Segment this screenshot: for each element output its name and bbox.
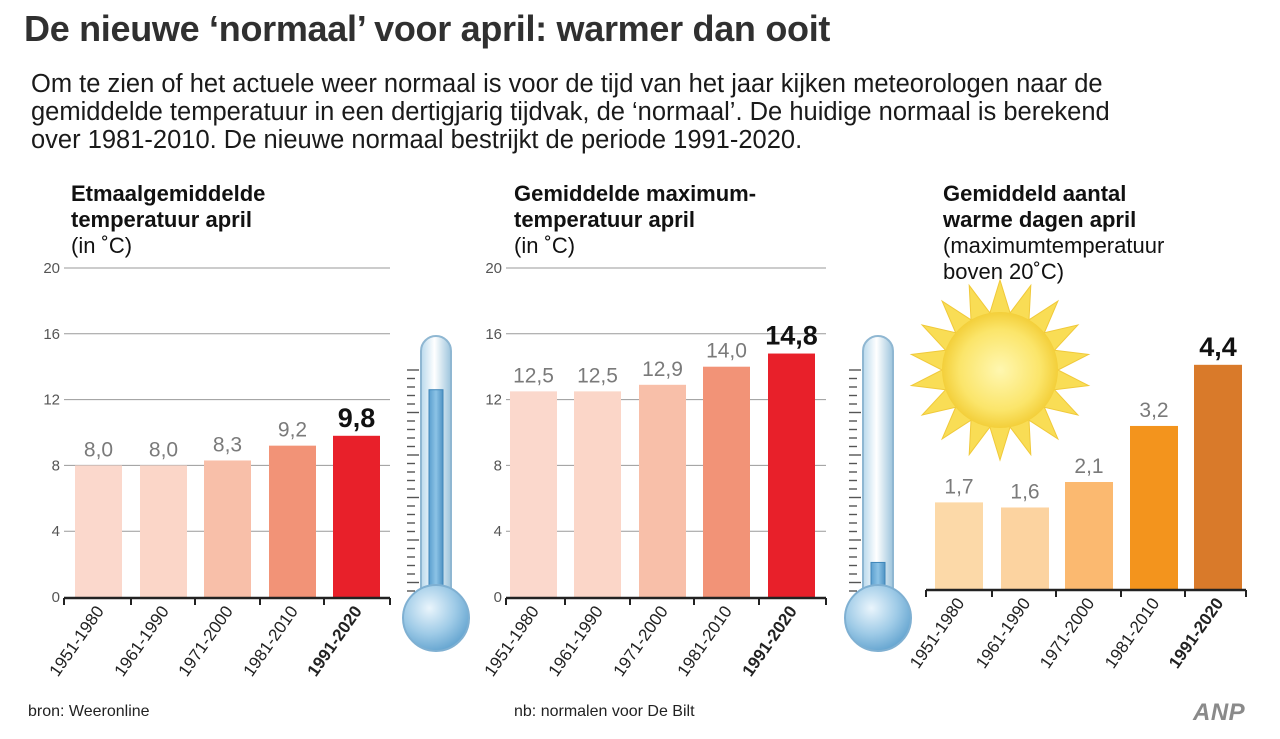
data-label: 14,0 (706, 340, 747, 363)
intro-line: Om te zien of het actuele weer normaal i… (31, 70, 1103, 98)
data-label: 4,4 (1199, 332, 1237, 362)
chart-2-unit: (in ˚C) (514, 233, 576, 258)
data-label: 8,0 (149, 438, 178, 461)
intro-line: over 1981-2010. De nieuwe normaal bestri… (31, 126, 803, 154)
bar (510, 391, 557, 597)
thermometer-scale (407, 369, 419, 592)
chart-3-unit: boven 20˚C) (943, 259, 1065, 284)
x-tick-label: 1961-1990 (972, 594, 1034, 672)
y-tick-label: 8 (52, 457, 60, 474)
thermometer-icon (844, 335, 912, 652)
bar (1194, 364, 1242, 589)
bar (574, 391, 621, 597)
data-label: 9,2 (278, 419, 307, 442)
bar (1065, 482, 1113, 589)
y-tick-label: 12 (43, 392, 60, 409)
intro-text: Om te zien of het actuele weer normaal i… (31, 70, 1261, 154)
data-label: 3,2 (1139, 399, 1168, 422)
sun-icon (909, 278, 1091, 462)
bar (703, 366, 750, 597)
x-tick-label: 1991-2020 (739, 602, 801, 680)
data-label: 1,6 (1010, 480, 1039, 503)
y-tick-label: 12 (485, 392, 502, 409)
chart-1-title: Etmaalgemiddelde temperatuur april (in ˚… (71, 181, 265, 259)
data-label: 14,8 (765, 321, 818, 351)
bar (768, 353, 815, 597)
bar-chart-1: 0 4 8 12 16 20 8,0 1951-1980 8,0 1961-1990 8,3 1971… (43, 260, 391, 680)
y-tick-label: 0 (52, 589, 60, 606)
data-label: 2,1 (1074, 455, 1103, 478)
thermometer-icon (402, 335, 470, 652)
y-tick-label: 0 (494, 589, 502, 606)
bar (269, 445, 316, 597)
data-label: 8,3 (213, 433, 242, 456)
y-tick-label: 20 (485, 260, 502, 277)
chart-1-title-line: Etmaalgemiddelde (71, 181, 266, 206)
x-tick-label: 1951-1980 (906, 594, 968, 672)
bar (935, 502, 983, 589)
bar (140, 465, 187, 597)
chart-2-title-line: Gemiddelde maximum- (514, 181, 757, 206)
bar (1130, 425, 1178, 589)
chart-3-title: Gemiddeld aantal warme dagen april (maxi… (943, 181, 1164, 285)
y-tick-label: 4 (52, 523, 60, 540)
x-tick-label: 1961-1990 (111, 602, 173, 680)
bar (204, 460, 251, 597)
x-tick-label: 1971-2000 (610, 602, 672, 680)
location-note: nb: normalen voor De Bilt (514, 703, 695, 720)
data-label: 12,5 (513, 364, 554, 387)
thermometer-bulb (844, 584, 912, 652)
data-label: 9,8 (338, 403, 376, 433)
y-tick-label: 16 (43, 326, 60, 343)
data-label: 8,0 (84, 438, 113, 461)
chart-3-unit: (maximumtemperatuur (943, 233, 1165, 258)
y-tick-label: 4 (494, 523, 502, 540)
x-tick-label: 1981-2010 (240, 602, 302, 680)
chart-1-unit: (in ˚C) (71, 233, 133, 258)
x-tick-label: 1971-2000 (175, 602, 237, 680)
y-tick-label: 20 (43, 260, 60, 277)
x-tick-label: 1991-2020 (304, 602, 366, 680)
bar (1001, 507, 1049, 589)
thermometer-liquid (428, 389, 444, 599)
bar (75, 465, 122, 597)
x-tick-label: 1961-1990 (545, 602, 607, 680)
x-tick-label: 1971-2000 (1036, 594, 1098, 672)
x-tick-label: 1981-2010 (674, 602, 736, 680)
data-label: 1,7 (944, 475, 973, 498)
y-tick-label: 16 (485, 326, 502, 343)
chart-2-title-line: temperatuur april (514, 207, 695, 232)
thermometer-scale (849, 369, 861, 592)
y-tick-label: 8 (494, 457, 502, 474)
x-tick-label: 1951-1980 (46, 602, 108, 680)
data-label: 12,5 (577, 364, 618, 387)
sun-disc (942, 312, 1058, 428)
intro-line: gemiddelde temperatuur in een dertigjari… (31, 98, 1110, 126)
bar (333, 435, 380, 597)
bar (639, 384, 686, 597)
x-tick-label: 1991-2020 (1165, 594, 1227, 672)
chart-3-title-line: Gemiddeld aantal (943, 181, 1127, 206)
x-tick-label: 1981-2010 (1101, 594, 1163, 672)
chart-2-title: Gemiddelde maximum- temperatuur april (i… (514, 181, 756, 259)
thermometer-bulb (402, 584, 470, 652)
chart-1-title-line: temperatuur april (71, 207, 252, 232)
x-tick-label: 1951-1980 (481, 602, 543, 680)
page-title: De nieuwe ‘normaal’ voor april: warmer d… (24, 8, 831, 49)
source-note: bron: Weeronline (28, 703, 150, 720)
data-label: 12,9 (642, 358, 683, 381)
chart-3-title-line: warme dagen april (943, 207, 1137, 232)
bar-chart-2: 0 4 8 12 16 20 12,5 1951-1980 12,5 1961-1990 12,9 1… (481, 260, 827, 680)
anp-logo: ANP (1193, 699, 1246, 726)
